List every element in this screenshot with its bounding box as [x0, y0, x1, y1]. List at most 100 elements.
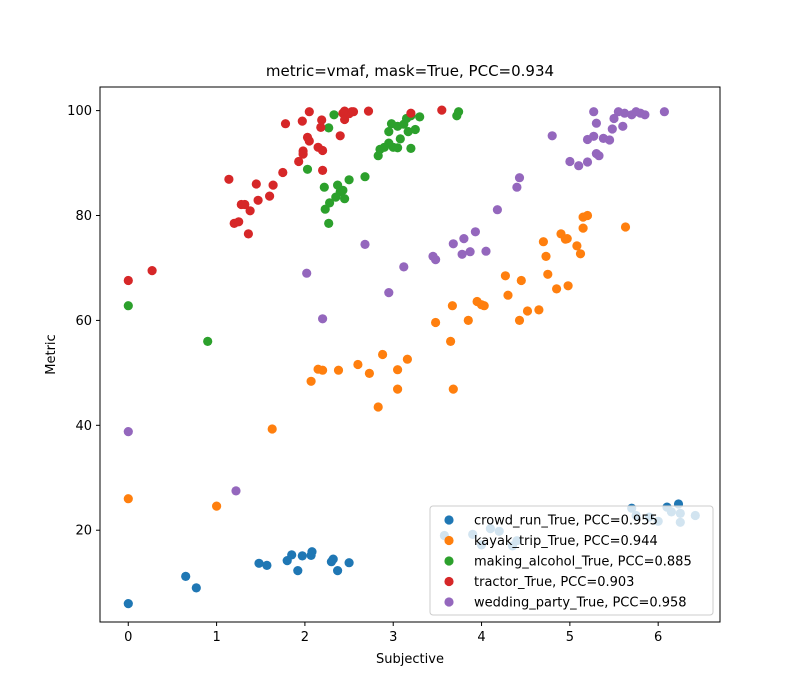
y-tick-label: 60: [75, 314, 92, 329]
data-point: [262, 560, 272, 571]
data-point: [298, 149, 308, 159]
data-point: [306, 376, 316, 386]
data-point: [415, 112, 425, 122]
data-point: [123, 599, 133, 609]
legend-marker: [444, 576, 454, 587]
data-point: [287, 550, 297, 560]
data-point: [224, 174, 234, 184]
data-point: [384, 127, 394, 137]
data-point: [565, 156, 575, 167]
data-point: [253, 195, 263, 205]
data-point: [403, 127, 413, 137]
data-point: [333, 365, 344, 375]
data-point: [240, 199, 250, 210]
data-point: [360, 239, 370, 249]
data-point: [578, 223, 588, 233]
data-point: [328, 554, 338, 564]
data-point: [563, 281, 573, 291]
data-point: [406, 108, 416, 118]
data-point: [234, 217, 244, 227]
data-point: [123, 427, 133, 437]
data-point: [465, 247, 475, 257]
data-point: [594, 151, 604, 161]
data-point: [582, 210, 593, 221]
data-point: [620, 108, 630, 118]
data-point: [254, 558, 264, 568]
data-point: [479, 301, 489, 311]
data-point: [589, 131, 599, 141]
data-point: [297, 551, 307, 561]
data-point: [318, 145, 328, 156]
legend-item: kayak_trip_True, PCC=0.944: [444, 534, 658, 549]
y-axis-label: Metric: [44, 334, 59, 374]
y-tick-label: 100: [67, 104, 92, 119]
data-point: [618, 121, 628, 131]
data-point: [534, 305, 544, 315]
data-point: [245, 206, 255, 216]
legend: crowd_run_True, PCC=0.955 kayak_trip_True…: [429, 505, 714, 616]
data-point: [574, 161, 584, 171]
data-point: [203, 336, 213, 346]
data-point: [607, 124, 617, 134]
data-point: [364, 368, 374, 378]
legend-marker: [444, 556, 454, 566]
data-point: [393, 143, 403, 153]
data-point: [265, 191, 275, 201]
data-point: [470, 227, 480, 237]
data-point: [340, 194, 350, 204]
legend-item: making_alcohol_True, PCC=0.885: [444, 555, 692, 570]
data-point: [297, 116, 307, 126]
data-point: [333, 566, 343, 576]
data-point: [572, 241, 582, 251]
data-point: [448, 239, 458, 249]
data-point: [589, 107, 599, 117]
x-tick-label: 5: [566, 630, 574, 645]
data-point: [393, 384, 403, 394]
data-point: [512, 182, 522, 192]
x-axis-label: Subjective: [376, 652, 444, 667]
data-point: [318, 165, 328, 175]
x-tick-label: 6: [654, 630, 662, 645]
series-1: [123, 210, 631, 511]
legend-label: kayak_trip_True, PCC=0.944: [474, 534, 658, 549]
data-point: [318, 314, 328, 324]
data-points: [123, 105, 700, 609]
data-point: [363, 106, 374, 116]
data-point: [378, 349, 388, 360]
x-tick-label: 2: [301, 630, 309, 645]
series-3: [123, 105, 447, 286]
data-point: [324, 123, 334, 133]
data-point: [123, 301, 133, 311]
data-point: [338, 185, 348, 195]
data-point: [457, 249, 467, 259]
legend-marker: [444, 535, 454, 546]
data-point: [562, 234, 572, 244]
data-point: [454, 107, 464, 117]
data-point: [316, 122, 326, 132]
data-point: [514, 315, 525, 325]
legend-marker: [444, 515, 454, 525]
x-tick-label: 4: [477, 630, 485, 645]
data-point: [293, 566, 303, 576]
data-point: [609, 113, 619, 124]
data-point: [640, 110, 650, 120]
legend-label: making_alcohol_True, PCC=0.885: [474, 555, 692, 570]
data-point: [463, 315, 473, 325]
data-point: [231, 486, 241, 496]
data-point: [384, 288, 394, 298]
x-tick-label: 1: [212, 630, 220, 645]
data-point: [620, 222, 631, 232]
legend-item: wedding_party_True, PCC=0.958: [444, 596, 687, 611]
data-point: [353, 359, 363, 370]
data-point: [514, 173, 525, 183]
data-point: [317, 115, 327, 125]
data-point: [302, 164, 313, 174]
data-point: [437, 105, 447, 115]
data-point: [267, 424, 277, 434]
data-point: [659, 107, 670, 117]
data-point: [307, 547, 317, 557]
data-point: [360, 172, 370, 182]
data-point: [402, 354, 412, 364]
legend-label: wedding_party_True, PCC=0.958: [474, 596, 687, 611]
data-point: [304, 107, 314, 117]
